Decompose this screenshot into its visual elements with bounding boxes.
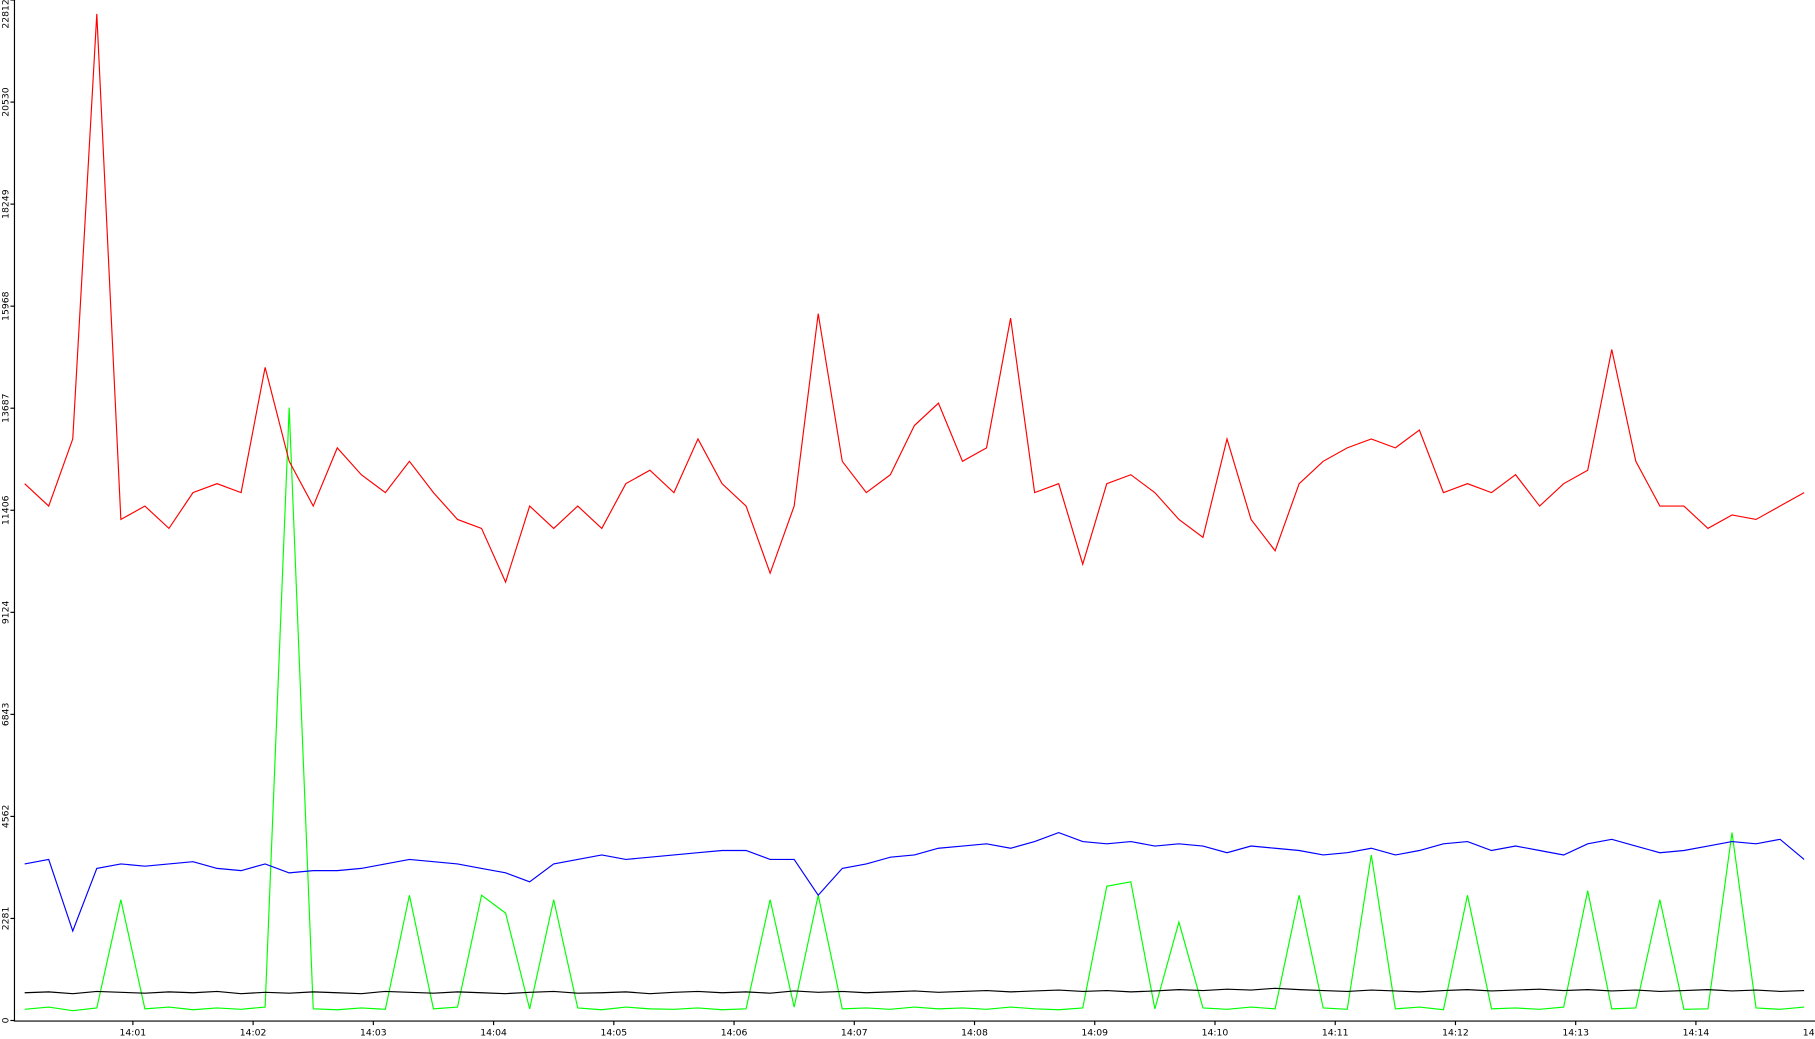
x-tick-label: 14:06: [721, 1028, 748, 1039]
series-line: [24, 13, 1805, 584]
y-tick-label: 22812: [0, 0, 11, 29]
x-tick-label: 14:15: [1803, 1028, 1815, 1039]
x-tick-label: 14:08: [961, 1028, 988, 1039]
x-tick-label: 14:07: [841, 1028, 868, 1039]
series-line: [24, 407, 1805, 1012]
series-line: [24, 987, 1805, 995]
x-tick-label: 14:03: [360, 1028, 387, 1039]
y-tick-label: 4562: [0, 805, 11, 829]
x-tick-label: 14:12: [1442, 1028, 1469, 1039]
y-tick-label: 18249: [0, 189, 11, 219]
y-tick-label: 9124: [0, 600, 11, 624]
y-tick-label: 20530: [0, 87, 11, 117]
x-tick-label: 14:09: [1081, 1028, 1108, 1039]
y-tick-label: 0: [0, 1017, 11, 1023]
x-tick-label: 14:14: [1683, 1028, 1710, 1039]
x-tick-label: 14:11: [1322, 1028, 1349, 1039]
y-tick-label: 13687: [0, 393, 11, 423]
x-tick-label: 14:01: [120, 1028, 147, 1039]
x-tick-label: 14:05: [600, 1028, 627, 1039]
series-line: [24, 831, 1805, 933]
x-tick-label: 14:10: [1202, 1028, 1229, 1039]
y-tick-label: 11406: [0, 495, 11, 525]
x-tick-label: 14:04: [480, 1028, 507, 1039]
x-tick-label: 14:13: [1562, 1028, 1589, 1039]
x-tick-label: 14:02: [240, 1028, 267, 1039]
y-tick-label: 15968: [0, 291, 11, 321]
y-tick-label: 2281: [0, 907, 11, 931]
y-tick-label: 6843: [0, 702, 11, 726]
